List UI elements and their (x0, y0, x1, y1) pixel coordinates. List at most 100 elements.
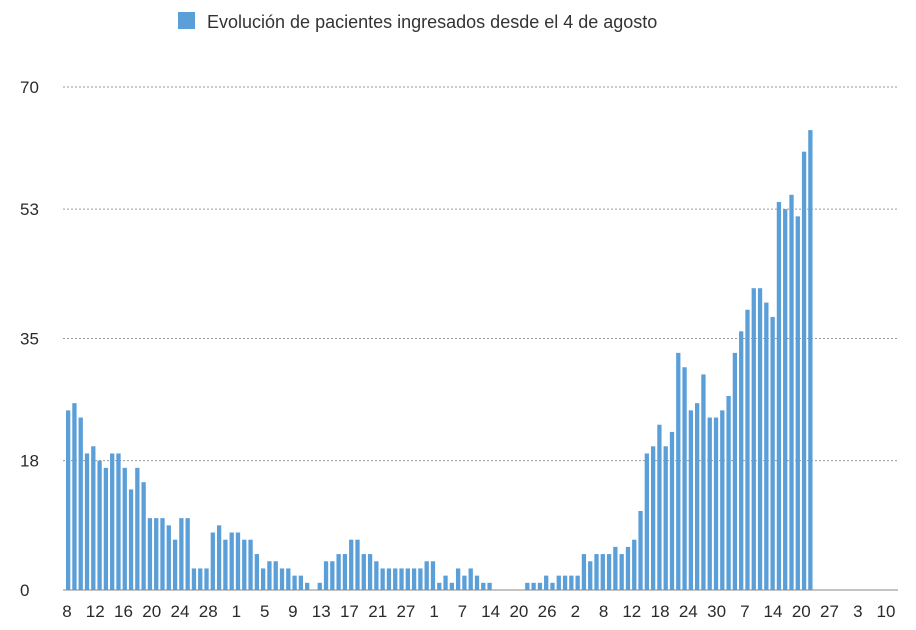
x-tick-label: 13 (312, 602, 331, 621)
bar (669, 431, 675, 590)
bar (424, 561, 429, 590)
legend: Evolución de pacientes ingresados desde … (178, 12, 657, 32)
bar (550, 582, 555, 590)
bar (267, 561, 272, 590)
bar (632, 539, 637, 590)
bar (216, 525, 222, 590)
bar (537, 582, 543, 590)
bar (575, 575, 580, 590)
bar (305, 582, 310, 590)
x-tick-label: 20 (792, 602, 811, 621)
bar (462, 575, 467, 590)
bar (808, 130, 813, 591)
bar (336, 554, 341, 590)
bar (455, 568, 461, 590)
x-tick-label: 8 (62, 602, 71, 621)
bar (242, 539, 247, 590)
x-tick-label: 14 (481, 602, 500, 621)
bar (110, 453, 115, 590)
bar (78, 417, 83, 590)
bar (468, 568, 473, 590)
bar (361, 554, 366, 590)
x-tick-label: 5 (260, 602, 269, 621)
bar (770, 316, 775, 590)
x-tick-label: 2 (571, 602, 580, 621)
bar (91, 446, 96, 590)
bar (185, 518, 190, 590)
bar (588, 561, 593, 590)
legend-swatch (178, 12, 195, 29)
bar (449, 582, 454, 590)
bar (191, 568, 197, 590)
bar (682, 367, 687, 590)
bar (141, 482, 146, 590)
bar (349, 539, 354, 590)
bar (103, 467, 109, 590)
x-tick-label: 28 (199, 602, 218, 621)
bars (66, 130, 813, 591)
bar (386, 568, 392, 590)
bar (650, 446, 656, 590)
x-tick-label: 30 (707, 602, 726, 621)
bar (317, 582, 322, 590)
bar (204, 568, 209, 590)
bar (556, 575, 561, 590)
bar (399, 568, 404, 590)
bar (657, 424, 662, 590)
bar (418, 568, 423, 590)
bar (411, 568, 417, 590)
x-tick-label: 10 (877, 602, 896, 621)
bar (625, 546, 631, 590)
y-axis-ticks: 0 18 35 53 70 (20, 78, 39, 600)
bar (795, 216, 800, 590)
bar (122, 467, 127, 590)
bar (531, 582, 536, 590)
bar (273, 561, 278, 590)
bar (210, 532, 215, 590)
bar (66, 410, 71, 590)
bar (481, 582, 486, 590)
bar (676, 352, 681, 590)
bar (254, 554, 259, 590)
bar (739, 331, 744, 590)
bar (323, 561, 329, 590)
bar (726, 395, 731, 590)
bar (172, 539, 178, 590)
bar (663, 446, 668, 590)
bar (688, 410, 694, 590)
bar (437, 582, 442, 590)
bar (430, 561, 436, 590)
x-tick-label: 9 (288, 602, 297, 621)
bar (298, 575, 304, 590)
bar (286, 568, 291, 590)
x-tick-label: 14 (764, 602, 783, 621)
bar (72, 403, 77, 590)
y-tick-label: 35 (20, 330, 39, 349)
bar (487, 582, 492, 590)
x-tick-label: 21 (368, 602, 387, 621)
bar (248, 539, 253, 590)
bar (97, 460, 102, 590)
y-tick-label: 53 (20, 200, 39, 219)
bar (701, 374, 706, 590)
bar (474, 575, 480, 590)
x-tick-label: 27 (820, 602, 839, 621)
bar (757, 288, 763, 590)
bar (443, 575, 448, 590)
x-tick-label: 7 (458, 602, 467, 621)
bar (154, 518, 159, 590)
bar (84, 453, 90, 590)
x-axis-ticks: 8 12 16 20 24 28 1 5 9 13 17 21 27 1 7 14 20 26 2 8 12 18 24 30… (62, 602, 895, 621)
bar (525, 582, 530, 590)
x-tick-label: 3 (853, 602, 862, 621)
bar (147, 518, 153, 590)
x-tick-label: 18 (651, 602, 670, 621)
x-tick-label: 12 (86, 602, 105, 621)
x-tick-label: 17 (340, 602, 359, 621)
x-tick-label: 27 (396, 602, 415, 621)
bar (342, 554, 348, 590)
x-tick-label: 24 (171, 602, 190, 621)
bar (594, 554, 599, 590)
bar (229, 532, 234, 590)
bar (405, 568, 410, 590)
